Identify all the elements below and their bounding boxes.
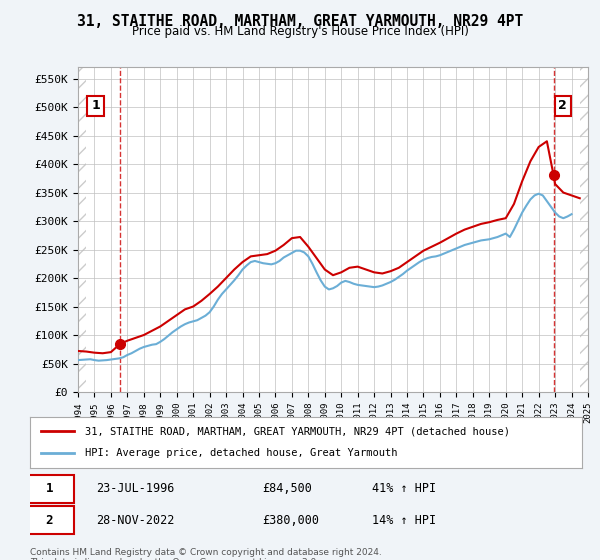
FancyBboxPatch shape (25, 475, 74, 503)
Text: 23-JUL-1996: 23-JUL-1996 (96, 482, 175, 495)
Text: 2: 2 (559, 100, 567, 113)
Text: £84,500: £84,500 (262, 482, 312, 495)
Text: 31, STAITHE ROAD, MARTHAM, GREAT YARMOUTH, NR29 4PT (detached house): 31, STAITHE ROAD, MARTHAM, GREAT YARMOUT… (85, 426, 510, 436)
Text: £380,000: £380,000 (262, 514, 319, 526)
Text: 1: 1 (91, 100, 100, 113)
Text: 31, STAITHE ROAD, MARTHAM, GREAT YARMOUTH, NR29 4PT: 31, STAITHE ROAD, MARTHAM, GREAT YARMOUT… (77, 14, 523, 29)
Text: 2: 2 (46, 514, 53, 526)
Text: 41% ↑ HPI: 41% ↑ HPI (372, 482, 436, 495)
Text: 28-NOV-2022: 28-NOV-2022 (96, 514, 175, 526)
Text: Contains HM Land Registry data © Crown copyright and database right 2024.
This d: Contains HM Land Registry data © Crown c… (30, 548, 382, 560)
Text: Price paid vs. HM Land Registry's House Price Index (HPI): Price paid vs. HM Land Registry's House … (131, 25, 469, 38)
Text: HPI: Average price, detached house, Great Yarmouth: HPI: Average price, detached house, Grea… (85, 449, 398, 459)
Text: 14% ↑ HPI: 14% ↑ HPI (372, 514, 436, 526)
Text: 1: 1 (46, 482, 53, 495)
FancyBboxPatch shape (25, 506, 74, 534)
